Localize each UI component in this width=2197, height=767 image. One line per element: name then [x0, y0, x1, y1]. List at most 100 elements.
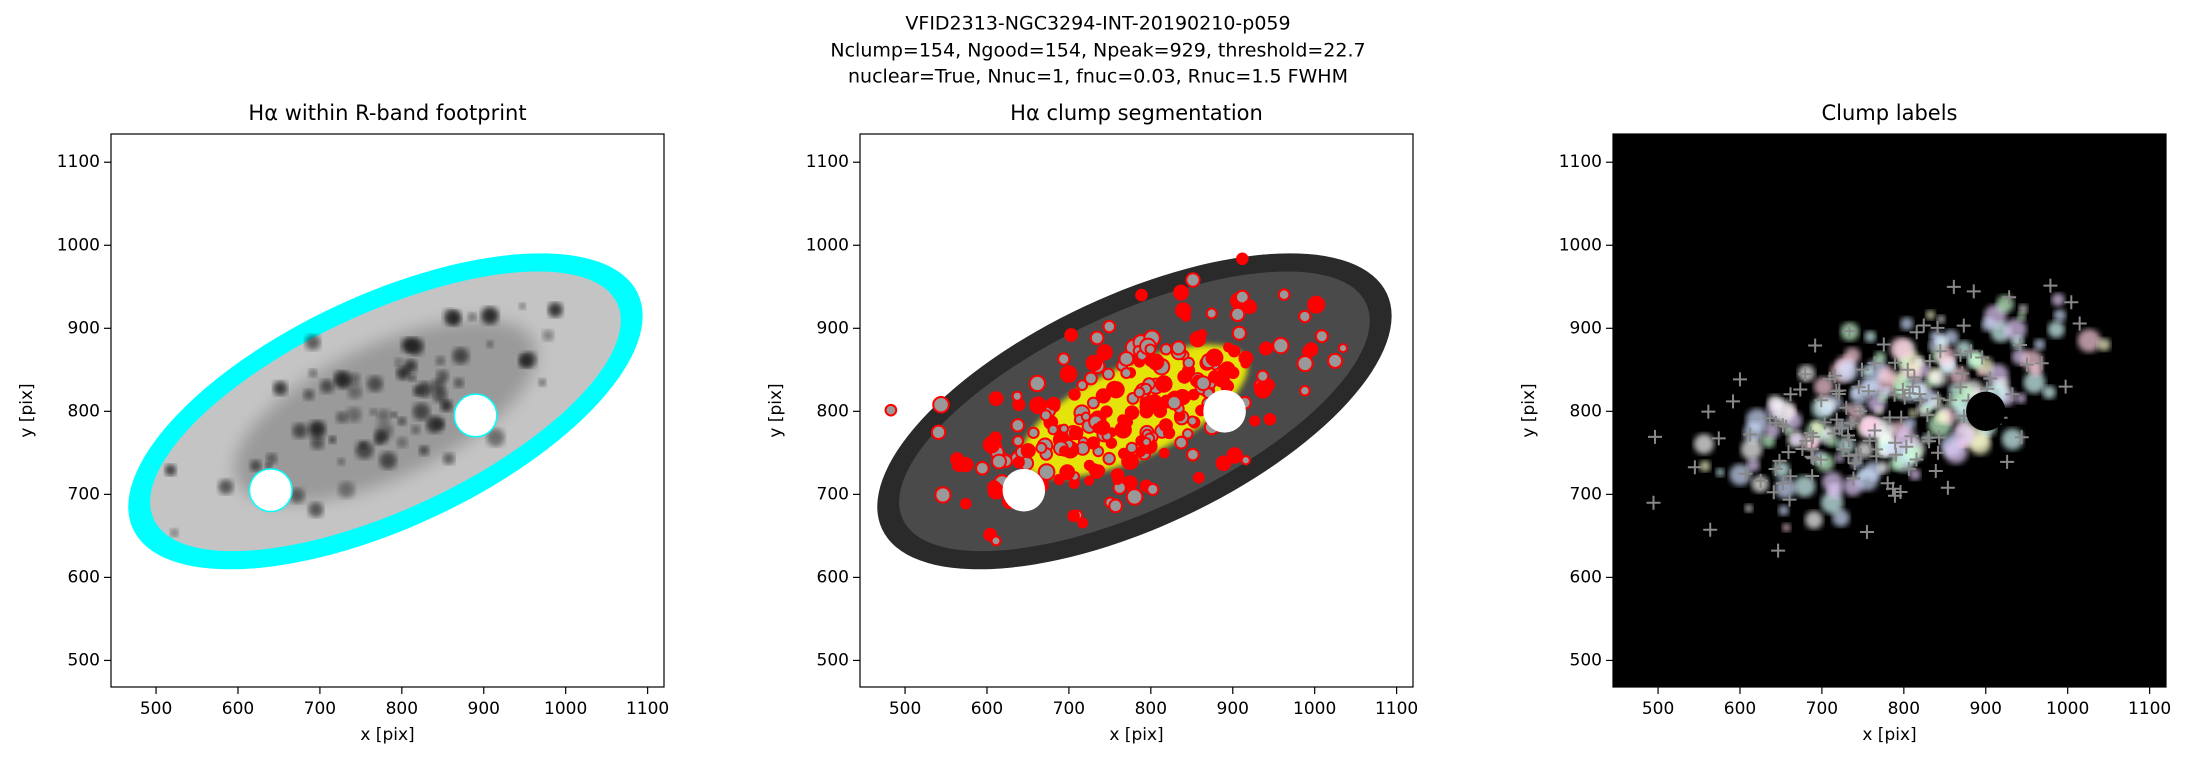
hii-blob	[394, 357, 403, 367]
clump	[1089, 330, 1105, 346]
clump	[1186, 447, 1200, 462]
clump-marker	[1846, 471, 1861, 486]
hii-blob	[520, 351, 537, 368]
clump	[1185, 272, 1201, 288]
clump	[1159, 343, 1173, 356]
clump-marker	[1851, 380, 1866, 395]
clump-marker	[1887, 387, 1902, 402]
axes-frame	[859, 133, 1414, 688]
clump-marker	[1783, 387, 1798, 402]
suptitle: nuclear=True, Nnuc=1, fnuc=0.03, Rnuc=1.…	[848, 66, 1348, 88]
clump	[1234, 289, 1250, 305]
clump	[1112, 473, 1124, 485]
hii-blob	[292, 423, 308, 439]
clump	[1147, 353, 1165, 371]
clump	[1085, 354, 1103, 372]
clump	[1133, 386, 1146, 399]
hii-blob	[305, 334, 321, 351]
axes-frame	[110, 133, 665, 688]
clump-marker	[1953, 380, 1968, 395]
clump-label	[1811, 396, 1835, 420]
clump	[1263, 412, 1277, 426]
clump-label	[1915, 356, 1925, 366]
clump-marker	[1963, 344, 1978, 359]
clump-label	[1825, 434, 1839, 447]
clump-marker	[2013, 338, 2028, 353]
clump-marker	[1847, 456, 1862, 471]
x-tick-label: 800	[386, 699, 418, 719]
clump-marker	[1901, 462, 1916, 477]
clump-marker	[1808, 338, 1823, 353]
clump-marker	[1726, 394, 1741, 409]
hii-blob	[446, 310, 462, 326]
clump-label	[1855, 468, 1879, 491]
clump-label	[1949, 366, 1969, 386]
hii-blob	[416, 381, 433, 398]
clump-label	[1943, 329, 1959, 345]
masked-star	[453, 393, 498, 438]
clump	[1162, 426, 1176, 440]
hii-blob	[411, 425, 421, 435]
y-axis-label: y [pix]	[766, 383, 786, 437]
clump	[1108, 498, 1123, 514]
clump-marker	[1928, 464, 1943, 479]
clump-label	[1908, 408, 1918, 418]
clump	[1102, 319, 1117, 334]
y-tick-label: 700	[68, 484, 100, 504]
clump	[1170, 340, 1186, 356]
hii-blob	[346, 407, 362, 423]
clump-marker	[1946, 279, 1961, 294]
clump-marker	[1803, 426, 1818, 441]
clump-label	[2047, 320, 2065, 338]
y-tick-label: 1000	[57, 235, 100, 255]
clump-marker	[1844, 416, 1859, 431]
clump-label	[1715, 467, 1725, 477]
clump	[930, 424, 947, 441]
clump	[1068, 388, 1081, 401]
clump	[1215, 455, 1232, 472]
clump	[1307, 295, 1326, 314]
clump-label	[2077, 328, 2101, 353]
clump-label	[1925, 310, 1936, 320]
hii-blob	[419, 445, 430, 456]
clump-label	[2042, 385, 2056, 400]
clump-marker	[1753, 473, 1768, 488]
clump-marker	[1930, 391, 1945, 406]
x-tick-label: 800	[1135, 699, 1167, 719]
clump-marker	[1932, 430, 1947, 445]
clump-marker	[1867, 423, 1882, 438]
hii-blob	[468, 312, 477, 322]
clump	[1196, 329, 1208, 340]
x-axis-label: x [pix]	[1109, 725, 1163, 745]
clump-marker	[2005, 387, 2020, 402]
clump	[1096, 344, 1113, 361]
clump-marker	[1869, 449, 1884, 464]
clump-marker	[1646, 495, 1661, 510]
clump	[1035, 441, 1048, 454]
clump-label	[2018, 304, 2028, 314]
clump-marker	[1920, 407, 1935, 422]
clump-marker	[1862, 433, 1877, 448]
clump-marker	[1861, 384, 1876, 399]
clump-marker	[1771, 543, 1786, 558]
hii-blob	[303, 389, 315, 401]
clump-marker	[1849, 447, 1864, 462]
clump-label	[1930, 369, 1948, 387]
x-tick-label: 600	[971, 699, 1003, 719]
x-tick-label: 1100	[1375, 699, 1418, 719]
clump-marker	[1882, 410, 1897, 425]
clump-label	[1816, 453, 1835, 472]
clump	[1155, 375, 1173, 393]
hii-blob	[289, 488, 305, 504]
clump-label	[2033, 338, 2046, 351]
clump-label	[1793, 475, 1816, 498]
clump	[1118, 350, 1135, 367]
clump	[1240, 455, 1251, 466]
clump-label	[2004, 318, 2027, 341]
clump-marker	[1775, 418, 1790, 433]
hii-blob	[308, 368, 318, 378]
clump	[1141, 436, 1152, 448]
clump	[987, 480, 1002, 495]
